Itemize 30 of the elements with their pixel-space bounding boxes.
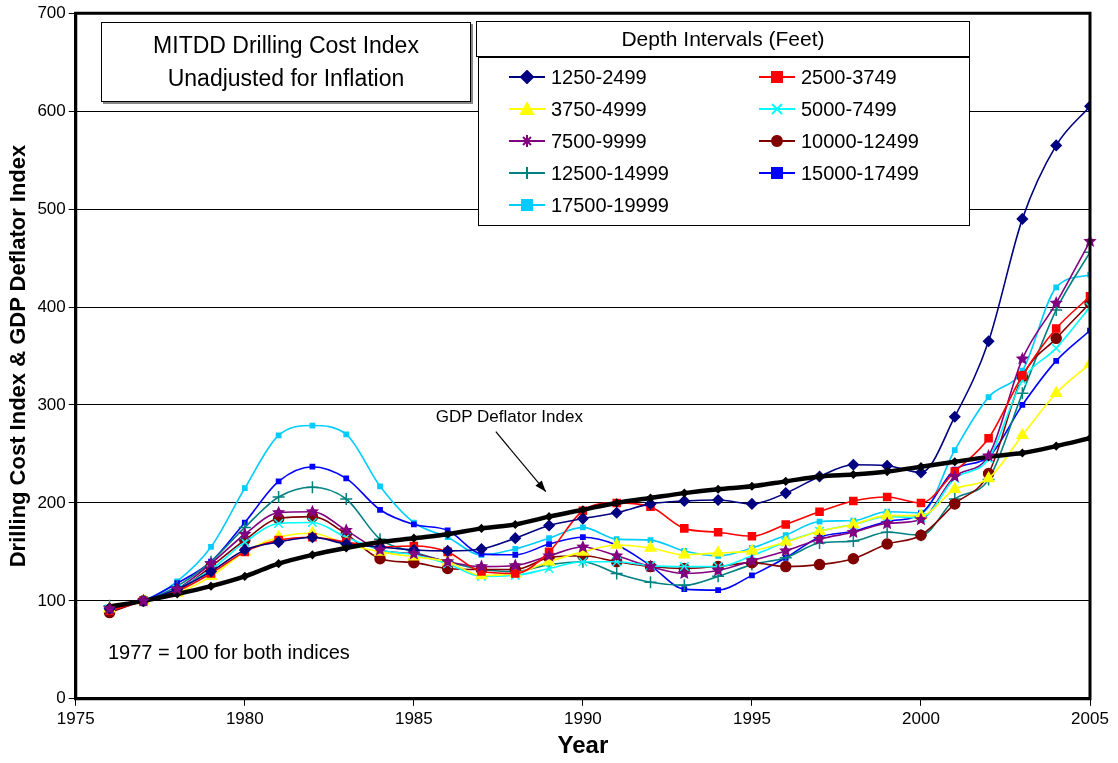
- y-tick-label: 200: [37, 492, 66, 512]
- x-tick-label: 1995: [733, 708, 771, 728]
- y-tick-label: 400: [37, 296, 66, 316]
- x-tick-label: 2005: [1071, 708, 1109, 728]
- x-tick-label: 1975: [56, 708, 95, 728]
- legend-label: 17500-19999: [551, 193, 669, 217]
- y-tick-label: 600: [37, 100, 66, 120]
- y-tick-label: 100: [37, 590, 66, 610]
- legend-label: 10000-12499: [801, 129, 919, 153]
- legend-label: 5000-7499: [801, 97, 897, 121]
- y-axis-title: Drilling Cost Index & GDP Deflator Index: [5, 143, 31, 568]
- y-tick-label: 300: [37, 394, 66, 414]
- x-tick-label: 2000: [902, 708, 940, 728]
- legend-label: 3750-4999: [551, 97, 647, 121]
- legend-label: 1250-2499: [551, 65, 647, 89]
- legend-label: 7500-9999: [551, 129, 647, 153]
- x-tick-label: 1980: [225, 708, 264, 728]
- y-tick-label: 700: [37, 2, 66, 22]
- legend-label: 12500-14999: [551, 161, 669, 185]
- x-tick-label: 1985: [394, 708, 433, 728]
- x-axis-title: Year: [557, 731, 609, 759]
- y-tick-label: 500: [37, 198, 66, 218]
- legend-label: 2500-3749: [801, 65, 897, 89]
- x-tick-label: 1990: [563, 708, 602, 728]
- title-box: MITDD Drilling Cost Index Unadjusted for Inflation: [101, 22, 471, 102]
- legend-header: Depth Intervals (Feet): [476, 21, 970, 57]
- text: GDP Deflator Index: [435, 407, 584, 427]
- y-tick-label: 0: [56, 688, 66, 708]
- legend-label: 15000-17499: [801, 161, 919, 185]
- annotation: 1977 = 100 for both indices: [108, 641, 350, 664]
